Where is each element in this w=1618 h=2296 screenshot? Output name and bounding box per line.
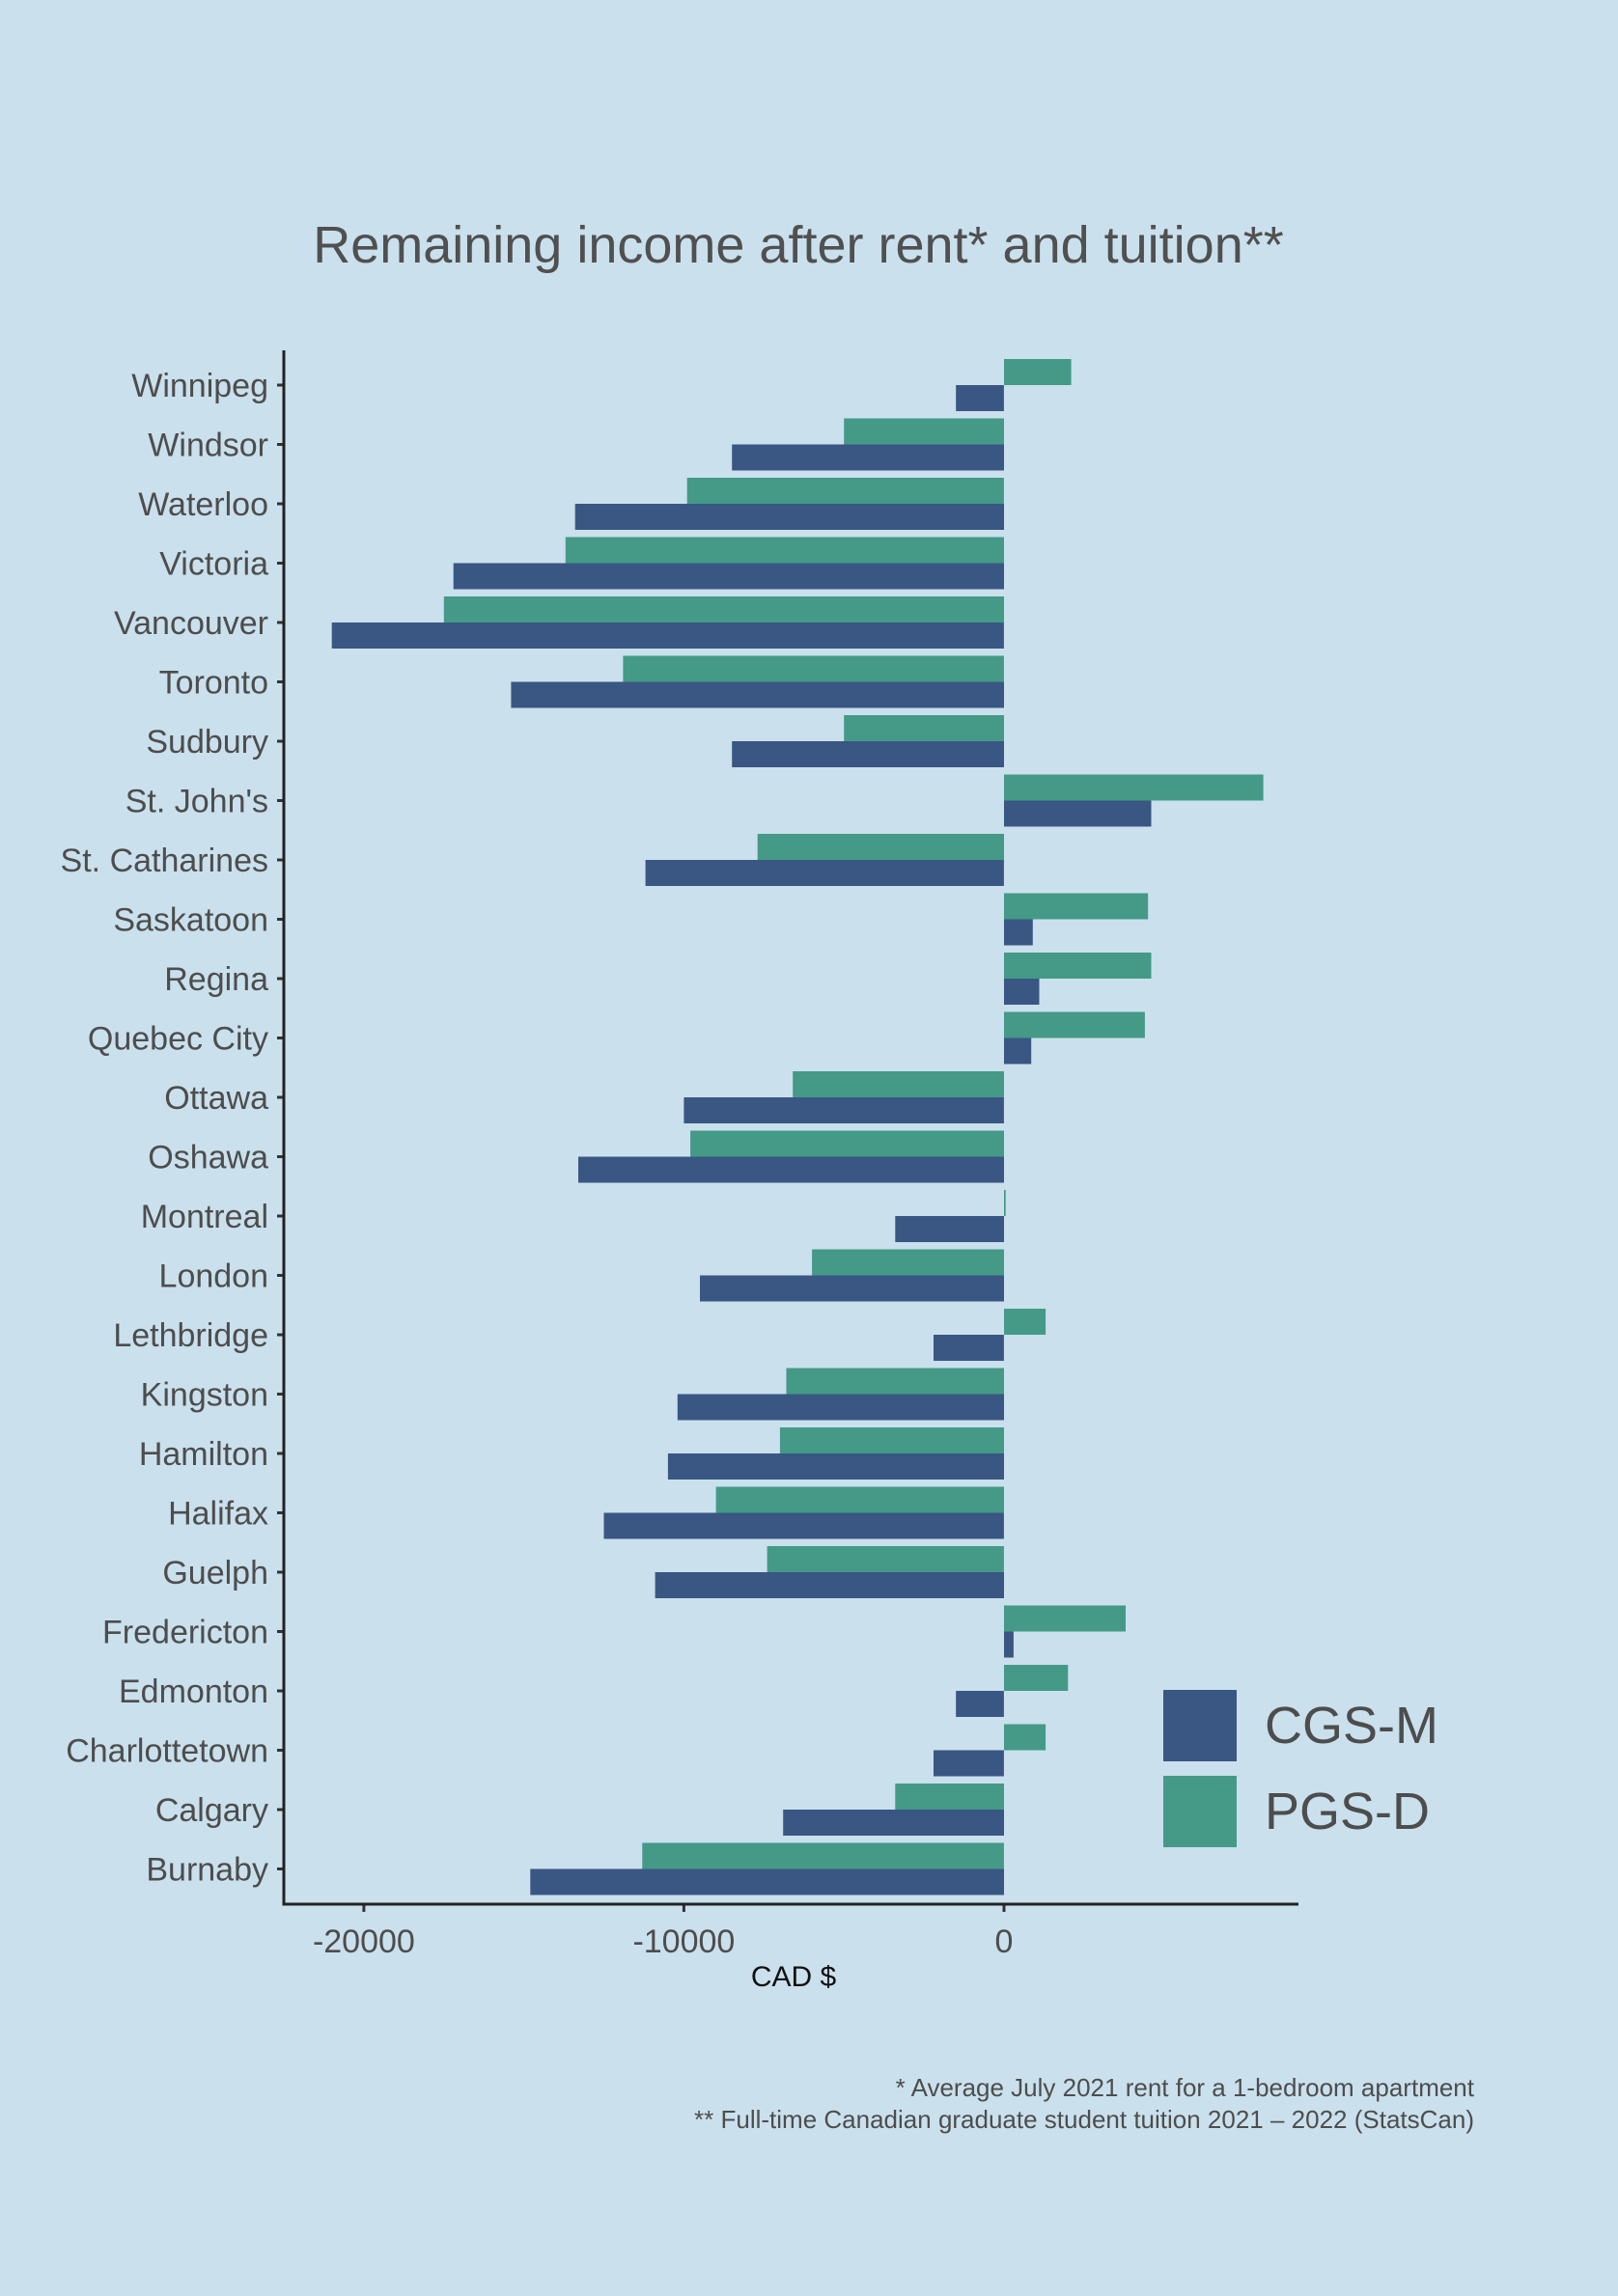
bar-cgs-m-toronto: [511, 681, 1004, 708]
category-label-st-catharines: St. Catharines: [61, 843, 268, 879]
category-label-montreal: Montreal: [141, 1199, 268, 1235]
bar-cgs-m-saskatoon: [1004, 919, 1033, 946]
bar-cgs-m-windsor: [732, 444, 1004, 471]
footnote-2: ** Full-time Canadian graduate student t…: [694, 2105, 1474, 2134]
category-label-lethbridge: Lethbridge: [113, 1317, 268, 1354]
category-label-victoria: Victoria: [159, 546, 268, 583]
bar-cgs-m-ottawa: [683, 1097, 1004, 1123]
category-label-guelph: Guelph: [162, 1555, 268, 1591]
bar-pgs-d-guelph: [767, 1546, 1004, 1572]
chart-title: Remaining income after rent* and tuition…: [313, 216, 1284, 274]
bar-cgs-m-kingston: [677, 1394, 1004, 1421]
bar-pgs-d-winnipeg: [1004, 359, 1072, 385]
category-label-quebec-city: Quebec City: [88, 1021, 268, 1058]
category-label-ottawa: Ottawa: [164, 1080, 268, 1117]
legend-swatch-cgs-m: [1163, 1690, 1237, 1761]
x-tick-label-2: 0: [995, 1923, 1014, 1960]
bar-pgs-d-vancouver: [443, 596, 1004, 622]
footnote-1: * Average July 2021 rent for a 1-bedroom…: [896, 2073, 1475, 2102]
bar-pgs-d-regina: [1004, 953, 1152, 979]
bar-cgs-m-st-john-s: [1004, 800, 1152, 827]
bar-cgs-m-burnaby: [530, 1868, 1004, 1895]
bar-pgs-d-sudbury: [844, 715, 1004, 741]
bar-pgs-d-hamilton: [779, 1427, 1004, 1453]
bar-pgs-d-st-john-s: [1004, 774, 1264, 801]
category-label-waterloo: Waterloo: [138, 486, 268, 523]
bar-pgs-d-victoria: [565, 537, 1004, 564]
bar-cgs-m-charlottetown: [934, 1750, 1004, 1777]
bar-cgs-m-sudbury: [732, 741, 1004, 767]
category-label-kingston: Kingston: [141, 1377, 268, 1414]
bar-pgs-d-saskatoon: [1004, 893, 1149, 920]
bar-cgs-m-oshawa: [578, 1156, 1004, 1183]
category-label-windsor: Windsor: [148, 428, 268, 464]
bar-pgs-d-montreal: [1004, 1190, 1006, 1216]
bar-cgs-m-lethbridge: [934, 1335, 1004, 1361]
bar-pgs-d-edmonton: [1004, 1665, 1069, 1691]
bar-cgs-m-guelph: [655, 1572, 1004, 1598]
bar-pgs-d-oshawa: [690, 1130, 1004, 1157]
x-axis-ticks: -20000 -10000 0: [313, 1904, 1013, 1960]
bar-pgs-d-st-catharines: [757, 834, 1004, 860]
category-labels: Winnipeg Windsor Waterloo Victoria Vancouver…: [61, 368, 269, 1889]
legend-label-cgs-m: CGS-M: [1265, 1697, 1438, 1755]
category-label-burnaby: Burnaby: [146, 1852, 268, 1889]
bar-cgs-m-edmonton: [956, 1691, 1004, 1717]
category-label-london: London: [159, 1259, 268, 1295]
legend-label-pgs-d: PGS-D: [1265, 1783, 1430, 1840]
bar-cgs-m-calgary: [783, 1810, 1004, 1836]
bar-cgs-m-vancouver: [331, 622, 1004, 649]
category-label-saskatoon: Saskatoon: [113, 902, 268, 939]
bar-pgs-d-charlottetown: [1004, 1724, 1046, 1751]
bar-cgs-m-hamilton: [667, 1453, 1004, 1480]
category-label-fredericton: Fredericton: [102, 1615, 268, 1651]
bar-cgs-m-quebec-city: [1004, 1037, 1032, 1065]
bar-pgs-d-ottawa: [793, 1071, 1004, 1097]
bar-pgs-d-london: [812, 1249, 1004, 1276]
bar-pgs-d-toronto: [623, 655, 1004, 682]
bar-cgs-m-fredericton: [1004, 1631, 1014, 1658]
category-label-edmonton: Edmonton: [119, 1674, 268, 1710]
category-label-hamilton: Hamilton: [139, 1436, 268, 1473]
bar-cgs-m-london: [700, 1275, 1004, 1302]
footnotes: * Average July 2021 rent for a 1-bedroom…: [694, 2073, 1475, 2134]
bar-cgs-m-victoria: [453, 563, 1004, 590]
category-label-st-john-s: St. John's: [126, 784, 268, 820]
bar-pgs-d-halifax: [715, 1486, 1004, 1513]
legend: CGS-M PGS-D: [1163, 1690, 1438, 1847]
bar-pgs-d-windsor: [844, 418, 1004, 445]
x-tick-label-1: -10000: [632, 1923, 735, 1960]
category-label-vancouver: Vancouver: [114, 605, 268, 642]
bar-pgs-d-lethbridge: [1004, 1309, 1046, 1335]
category-label-halifax: Halifax: [168, 1496, 268, 1533]
bar-cgs-m-montreal: [895, 1216, 1004, 1242]
bars-group: [331, 359, 1264, 1895]
bar-cgs-m-halifax: [603, 1512, 1004, 1539]
x-tick-label-0: -20000: [313, 1923, 415, 1960]
x-axis-title: CAD $: [751, 1961, 837, 1993]
category-label-toronto: Toronto: [159, 665, 268, 702]
bar-cgs-m-st-catharines: [645, 860, 1004, 886]
bar-pgs-d-kingston: [786, 1368, 1004, 1395]
bar-pgs-d-quebec-city: [1004, 1011, 1145, 1038]
bar-pgs-d-calgary: [895, 1784, 1004, 1810]
bar-pgs-d-fredericton: [1004, 1605, 1126, 1632]
bar-cgs-m-winnipeg: [956, 385, 1004, 411]
category-label-winnipeg: Winnipeg: [131, 368, 268, 404]
bar-cgs-m-regina: [1004, 979, 1040, 1005]
category-label-charlottetown: Charlottetown: [66, 1733, 268, 1770]
bar-pgs-d-waterloo: [686, 478, 1004, 504]
category-label-regina: Regina: [164, 961, 268, 998]
category-label-oshawa: Oshawa: [148, 1140, 268, 1176]
bar-pgs-d-burnaby: [642, 1842, 1004, 1869]
category-label-sudbury: Sudbury: [146, 724, 268, 761]
legend-swatch-pgs-d: [1163, 1776, 1237, 1847]
bar-cgs-m-waterloo: [574, 504, 1004, 530]
category-label-calgary: Calgary: [155, 1792, 268, 1829]
